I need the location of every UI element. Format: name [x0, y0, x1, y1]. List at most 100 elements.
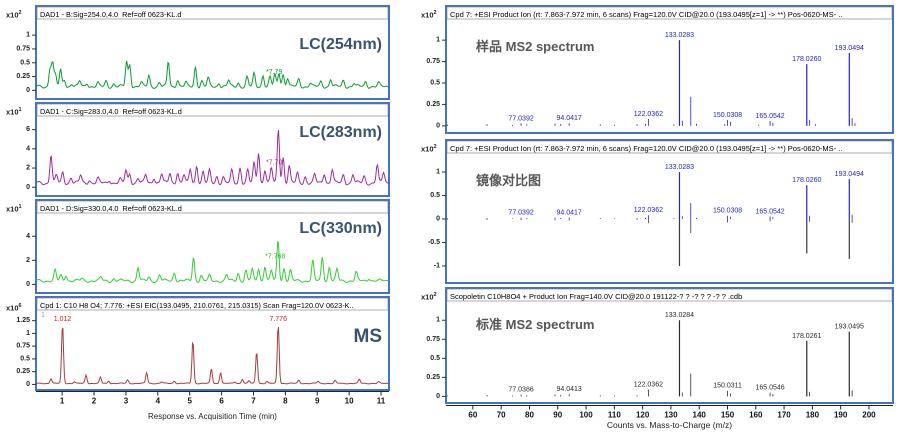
svg-text:133.0283: 133.0283 — [665, 32, 694, 39]
scale-base: x10 — [6, 107, 19, 117]
svg-text:77.0392: 77.0392 — [508, 210, 533, 217]
svg-text:90: 90 — [553, 411, 562, 420]
svg-text:160: 160 — [749, 411, 763, 420]
svg-text:1.25: 1.25 — [16, 317, 30, 324]
panel-header-standard-ms2: Scopoletin C10H8O4 + Product Ion Frag=14… — [450, 292, 743, 301]
label-ms: MS — [353, 326, 383, 347]
scale-exp: 6 — [18, 303, 22, 309]
svg-text:5: 5 — [187, 397, 192, 406]
svg-text:130: 130 — [664, 411, 678, 420]
label-mirror-ms2: 镜像对比图 — [476, 173, 542, 188]
panel-header-lc330: DAD1 - D:Sig=330.0,4.0 Ref=off 0623-KL.d — [40, 204, 182, 213]
svg-text:165.0542: 165.0542 — [755, 113, 784, 120]
scale-base: x10 — [6, 303, 19, 313]
svg-text:70: 70 — [497, 411, 506, 420]
svg-text:190: 190 — [834, 411, 848, 420]
svg-text:0.5: 0.5 — [20, 355, 30, 362]
svg-text:133.0283: 133.0283 — [665, 164, 694, 171]
panel-header-mirror-ms2: Cpd 7: +ESI Product Ion (rt: 7.863-7.972… — [450, 144, 843, 153]
svg-text:0.5: 0.5 — [430, 80, 440, 87]
svg-text:140: 140 — [693, 411, 707, 420]
svg-text:1.012: 1.012 — [54, 316, 72, 323]
scale-exp: 2 — [433, 292, 437, 298]
svg-text:0.75: 0.75 — [16, 45, 30, 52]
svg-text:193.0494: 193.0494 — [835, 45, 864, 52]
svg-text:60: 60 — [468, 411, 477, 420]
svg-text:0.25: 0.25 — [426, 374, 440, 381]
svg-text:0.5: 0.5 — [430, 355, 440, 362]
svg-text:170: 170 — [777, 411, 791, 420]
svg-text:1: 1 — [436, 37, 440, 44]
svg-text:9: 9 — [315, 397, 320, 406]
svg-text:180: 180 — [806, 411, 820, 420]
svg-text:100: 100 — [579, 411, 593, 420]
y-scale-lc283: x101 — [6, 107, 22, 117]
svg-text:4: 4 — [156, 397, 161, 406]
svg-text:1: 1 — [436, 169, 440, 176]
svg-text:-0.5: -0.5 — [428, 239, 440, 246]
y-scale-standard-ms2: x102 — [421, 292, 437, 302]
svg-text:178.0260: 178.0260 — [792, 177, 821, 184]
svg-text:0: 0 — [26, 381, 30, 388]
svg-text:4: 4 — [26, 233, 30, 240]
svg-text:0.75: 0.75 — [16, 343, 30, 350]
svg-text:150.0311: 150.0311 — [713, 383, 742, 390]
svg-text:122.0362: 122.0362 — [634, 111, 663, 118]
svg-text:1: 1 — [60, 397, 65, 406]
scale-exp: 2 — [433, 10, 437, 16]
label-lc330: LC(330nm) — [299, 220, 382, 237]
svg-text:165.0542: 165.0542 — [755, 208, 784, 215]
svg-text:0: 0 — [436, 393, 440, 400]
scale-exp: 1 — [18, 107, 22, 113]
svg-text:0.25: 0.25 — [16, 368, 30, 375]
svg-text:0.5: 0.5 — [430, 192, 440, 199]
scale-base: x10 — [421, 144, 434, 154]
svg-text:6: 6 — [26, 126, 30, 133]
svg-text:0.75: 0.75 — [426, 336, 440, 343]
svg-text:178.0260: 178.0260 — [792, 56, 821, 63]
svg-text:7: 7 — [251, 397, 256, 406]
panel-header-sample-ms2: Cpd 7: +ESI Product Ion (rt: 7.863-7.972… — [450, 10, 843, 19]
svg-text:6: 6 — [219, 397, 224, 406]
svg-text:1: 1 — [26, 330, 30, 337]
svg-text:0.5: 0.5 — [20, 59, 30, 66]
svg-text:193.0495: 193.0495 — [835, 324, 864, 331]
svg-text:150.0308: 150.0308 — [713, 112, 742, 119]
label-lc254: LC(254nm) — [299, 36, 382, 53]
x-axis-title-right: Counts vs. Mass-to-Charge (m/z) — [606, 420, 733, 430]
svg-text:0.75: 0.75 — [426, 58, 440, 65]
svg-text:*7.70: *7.70 — [266, 160, 282, 167]
svg-text:94.0413: 94.0413 — [557, 386, 582, 393]
compound-marker: 1 — [41, 312, 45, 319]
svg-text:1: 1 — [26, 32, 30, 39]
svg-text:2: 2 — [26, 257, 30, 264]
svg-text:77.0392: 77.0392 — [508, 115, 533, 122]
svg-text:193.0494: 193.0494 — [835, 171, 864, 178]
svg-text:*7.768: *7.768 — [265, 254, 285, 261]
svg-text:3: 3 — [124, 397, 129, 406]
y-scale-lc254: x102 — [6, 10, 22, 20]
svg-text:77.0386: 77.0386 — [508, 387, 533, 394]
svg-text:10: 10 — [345, 397, 354, 406]
svg-text:0: 0 — [436, 216, 440, 223]
y-scale-lc330: x101 — [6, 204, 22, 214]
svg-text:1: 1 — [436, 317, 440, 324]
svg-text:178.0261: 178.0261 — [792, 333, 821, 340]
svg-text:0.25: 0.25 — [16, 73, 30, 80]
svg-text:7.776: 7.776 — [269, 316, 287, 323]
scale-base: x10 — [6, 10, 19, 20]
svg-text:165.0546: 165.0546 — [755, 385, 784, 392]
label-lc283: LC(283nm) — [299, 124, 382, 141]
svg-text:0.25: 0.25 — [426, 101, 440, 108]
svg-text:4: 4 — [26, 145, 30, 152]
svg-text:8: 8 — [283, 397, 288, 406]
svg-text:2: 2 — [92, 397, 97, 406]
svg-text:0: 0 — [436, 122, 440, 129]
svg-text:0: 0 — [26, 87, 30, 94]
svg-text:94.0417: 94.0417 — [557, 209, 582, 216]
scale-base: x10 — [6, 204, 19, 214]
svg-text:122.0362: 122.0362 — [634, 207, 663, 214]
svg-text:*7.79: *7.79 — [266, 69, 282, 76]
